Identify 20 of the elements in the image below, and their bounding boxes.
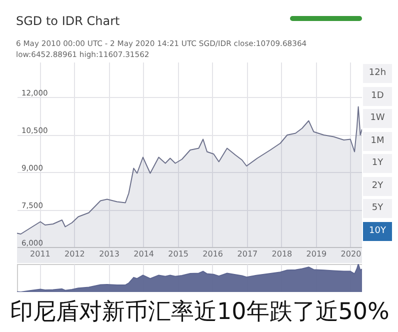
x-tick-label: 2017	[237, 250, 258, 258]
x-tick-label: 2014	[134, 250, 154, 258]
x-tick-label: 2016	[202, 250, 224, 258]
chart-title: SGD to IDR Chart	[16, 14, 120, 28]
text: 5Y	[363, 199, 392, 218]
text: 印尼盾对新币汇率近10年跌了近50%	[10, 298, 390, 327]
text: 10Y	[363, 222, 392, 240]
text: 1M	[363, 132, 392, 150]
x-tick-label: 2012	[64, 250, 85, 258]
x-tick-label: 2013	[99, 250, 120, 258]
x-tick-label: 2011	[30, 250, 50, 258]
text: 12h	[363, 64, 392, 83]
text: 1W	[363, 109, 392, 128]
x-tick-label: 2019	[306, 250, 327, 258]
text: 1Y	[363, 154, 392, 173]
x-tick-label: 2018	[272, 250, 292, 258]
text: 2Y	[363, 176, 392, 196]
text: 1D	[363, 86, 392, 106]
x-tick-label: 2015	[168, 250, 189, 258]
x-tick-label: 2020	[340, 250, 362, 258]
